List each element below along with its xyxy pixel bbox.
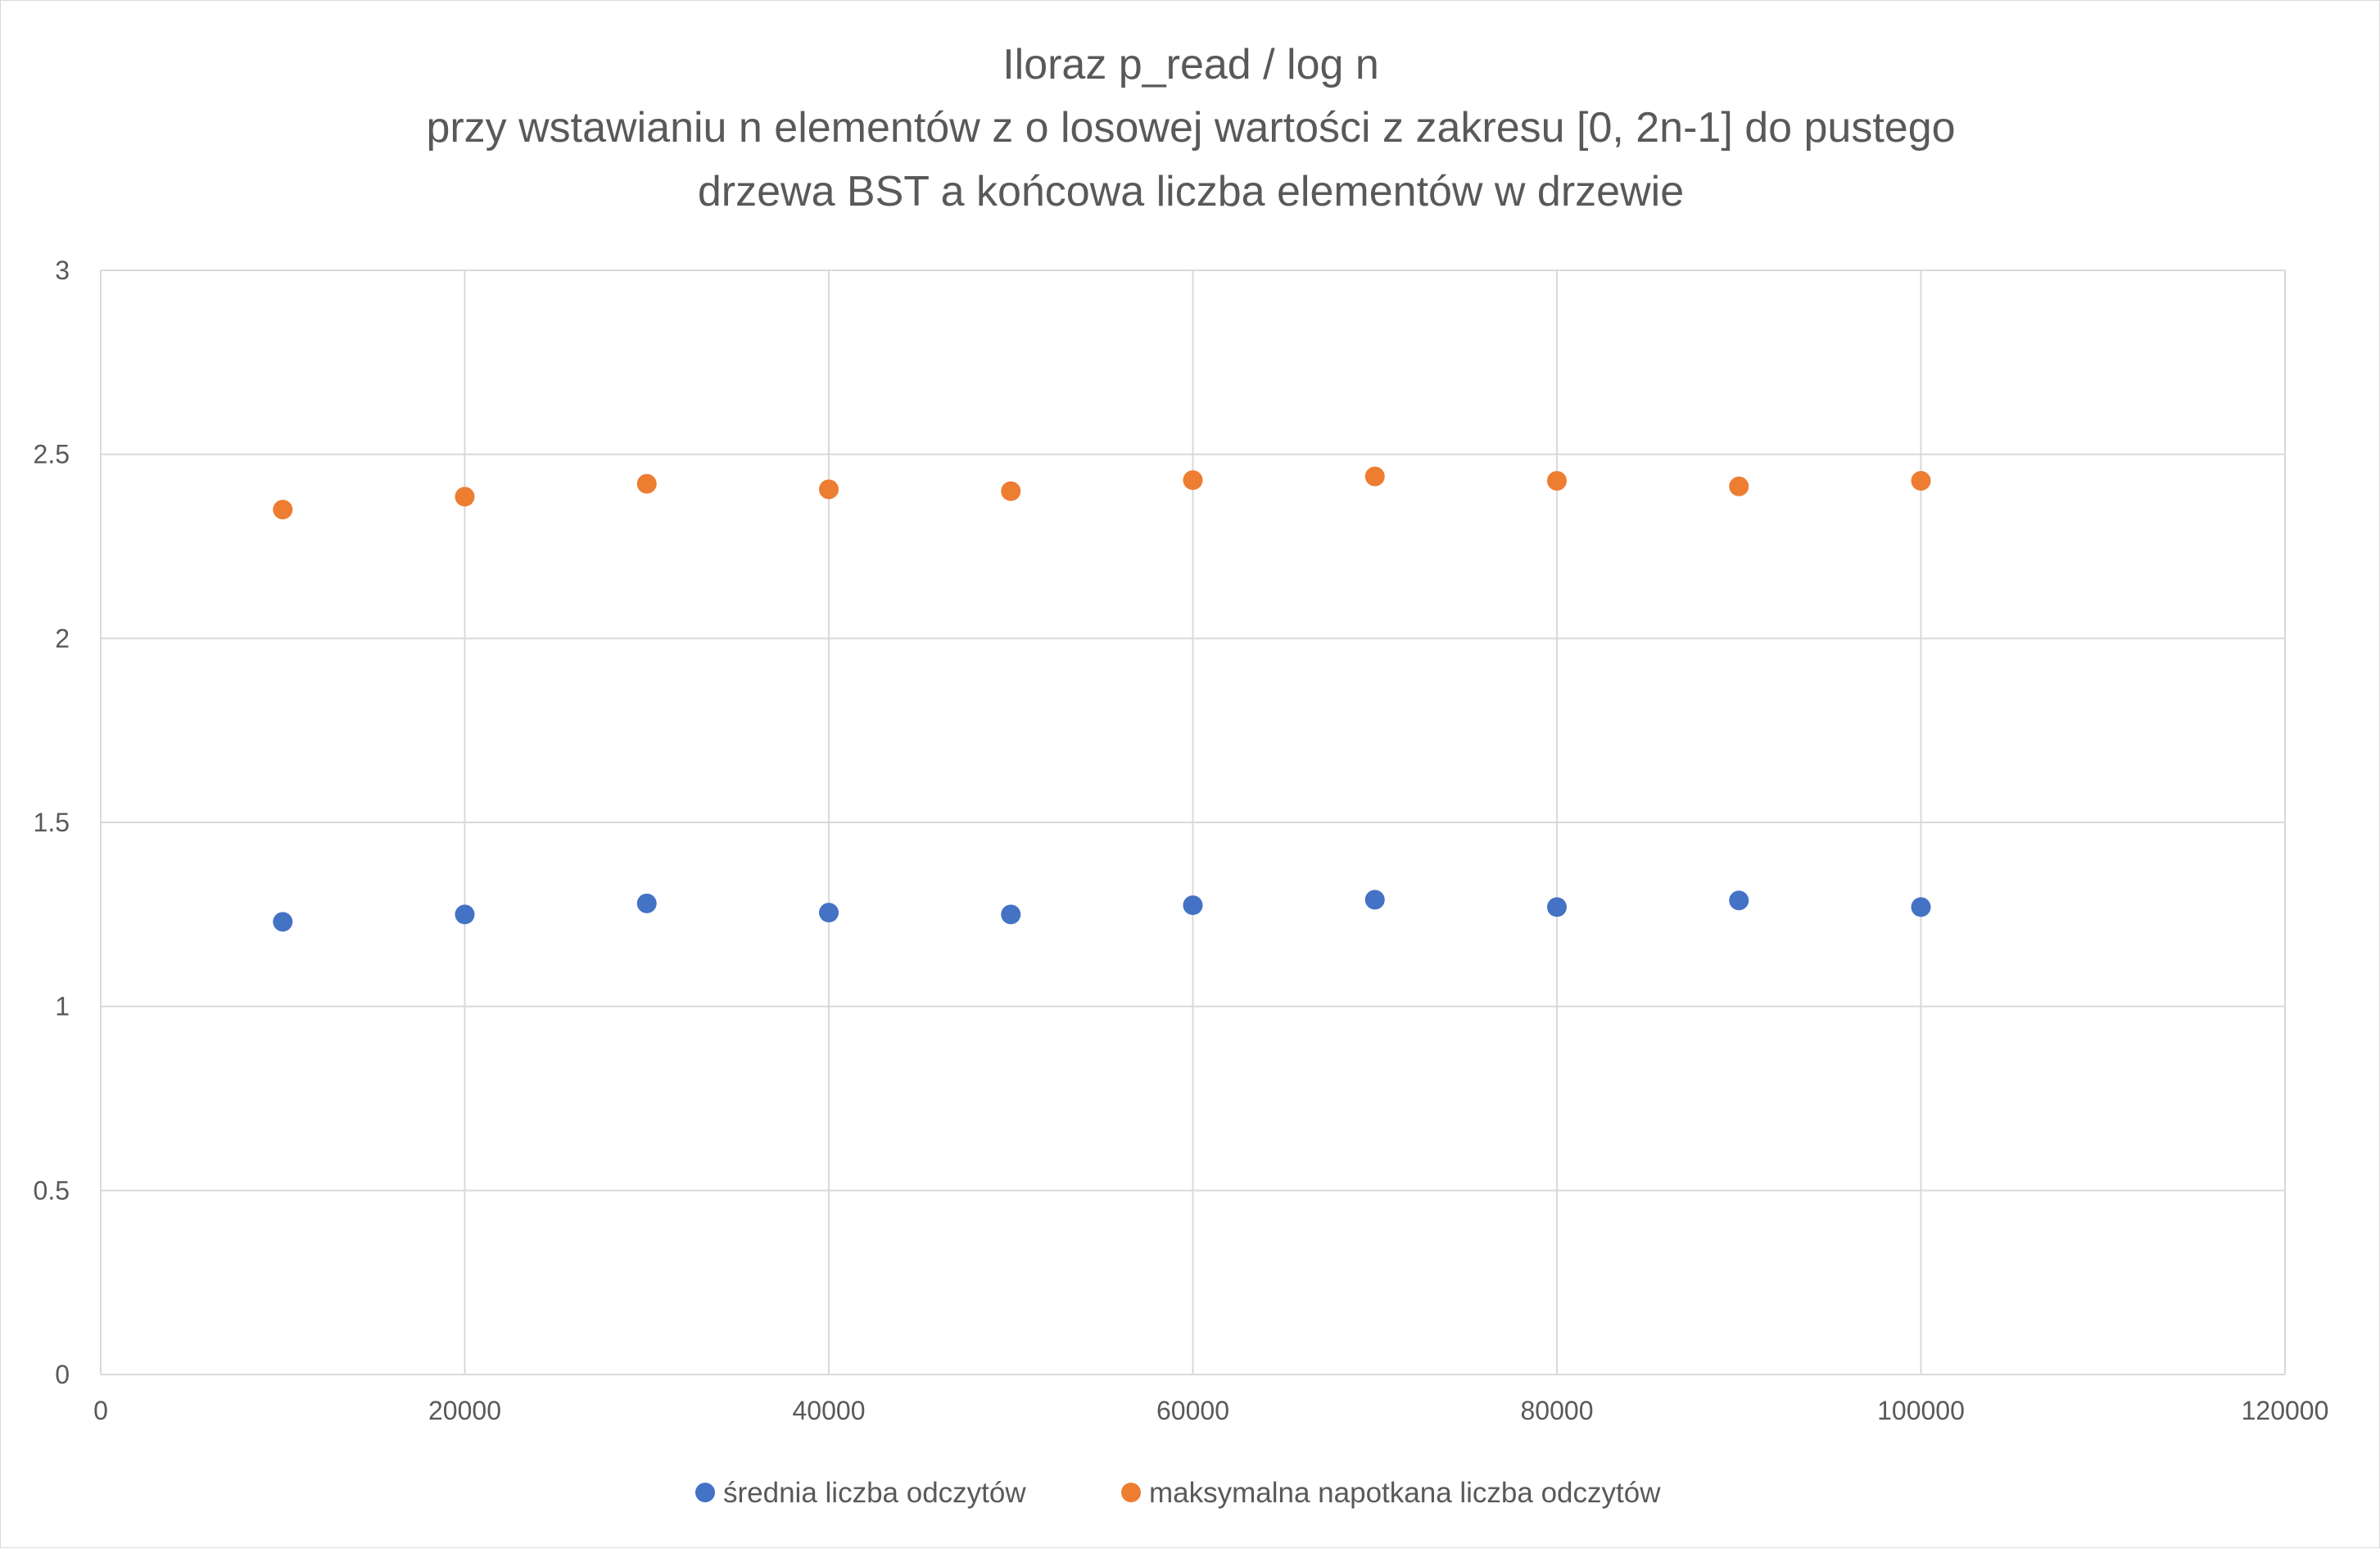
data-point xyxy=(1911,471,1931,491)
data-point xyxy=(1729,476,1749,496)
chart-title-line-1: Iloraz p_read / log n xyxy=(1002,41,1379,88)
y-tick-label: 0 xyxy=(55,1360,70,1389)
data-point xyxy=(636,473,657,494)
legend-label: maksymalna napotkana liczba odczytów xyxy=(1149,1477,1661,1509)
y-tick-label: 0.5 xyxy=(34,1175,70,1205)
y-tick-label: 2.5 xyxy=(34,440,70,469)
data-point xyxy=(273,500,293,520)
legend-label: średnia liczba odczytów xyxy=(723,1477,1026,1509)
x-tick-label: 0 xyxy=(93,1396,108,1425)
data-point xyxy=(455,904,475,925)
data-point xyxy=(1911,897,1931,917)
data-points xyxy=(273,466,1931,932)
legend-marker xyxy=(1121,1483,1141,1502)
data-point xyxy=(1547,897,1567,917)
y-axis-tick-labels: 0 0.5 1 1.5 2 2.5 3 xyxy=(34,256,70,1389)
data-point xyxy=(1001,481,1021,501)
legend: średnia liczba odczytów maksymalna napotk… xyxy=(695,1477,1661,1509)
x-tick-label: 80000 xyxy=(1521,1396,1594,1425)
data-point xyxy=(1183,895,1203,916)
y-tick-label: 1.5 xyxy=(34,808,70,837)
y-tick-label: 3 xyxy=(55,256,70,285)
data-point xyxy=(273,912,293,932)
data-point xyxy=(1364,466,1385,487)
chart-title: Iloraz p_read / log n przy wstawianiu n … xyxy=(426,41,1955,215)
legend-marker xyxy=(695,1483,715,1502)
x-tick-label: 100000 xyxy=(1877,1396,1965,1425)
data-point xyxy=(636,893,657,913)
y-tick-label: 2 xyxy=(55,623,70,653)
data-point xyxy=(819,903,839,923)
data-point xyxy=(1183,470,1203,491)
chart-title-line-3: drzewa BST a końcowa liczba elementów w … xyxy=(698,168,1684,215)
x-axis-tick-labels: 0 20000 40000 60000 80000 100000 120000 xyxy=(93,1396,2328,1425)
gridlines xyxy=(100,269,2286,1375)
data-point xyxy=(1729,890,1749,911)
y-tick-label: 1 xyxy=(55,992,70,1021)
x-tick-label: 40000 xyxy=(793,1396,866,1425)
data-point xyxy=(455,487,475,507)
x-tick-label: 120000 xyxy=(2242,1396,2329,1425)
data-point xyxy=(1364,890,1385,910)
chart-title-line-2: przy wstawianiu n elementów z o losowej … xyxy=(426,104,1955,152)
data-point xyxy=(1001,904,1021,925)
x-tick-label: 20000 xyxy=(428,1396,501,1425)
x-tick-label: 60000 xyxy=(1156,1396,1229,1425)
data-point xyxy=(1547,471,1567,491)
data-point xyxy=(819,479,839,500)
